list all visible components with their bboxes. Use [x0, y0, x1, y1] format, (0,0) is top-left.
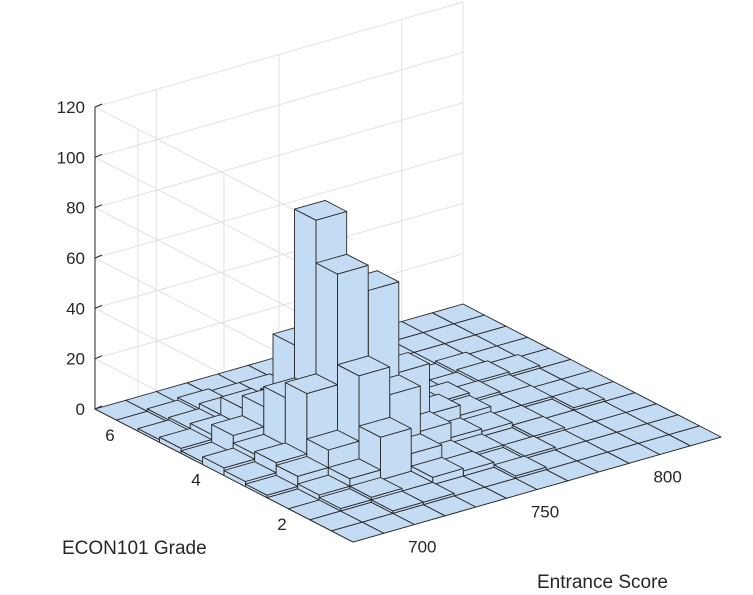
bar — [551, 387, 605, 411]
x-tick-label: 750 — [531, 503, 559, 522]
bar-top-face — [275, 456, 329, 477]
y-tick-label: 4 — [191, 471, 200, 490]
z-tick-mark — [94, 355, 103, 360]
bar-top-face — [337, 355, 391, 377]
bar-top-face — [159, 428, 213, 449]
bar-top-face — [318, 488, 372, 510]
bar — [370, 490, 424, 514]
bar — [511, 415, 565, 440]
y-tick-labels: 2 4 6 — [105, 426, 286, 534]
z-tick-mark — [94, 304, 103, 309]
bar-top-face — [245, 474, 299, 496]
bars-layer — [94, 199, 722, 543]
x-tick-label: 700 — [408, 538, 436, 557]
y-axis-label: ECON101 Grade — [62, 538, 207, 559]
bar-top-face — [306, 429, 360, 451]
bar-top-face — [202, 447, 256, 469]
x-axis-label: Entrance Score — [537, 572, 668, 593]
bar-top-face — [410, 456, 464, 478]
bar-top-face — [315, 253, 369, 275]
bar-top-face — [349, 477, 403, 498]
z-tick-mark — [94, 254, 103, 259]
bar-top-face — [456, 360, 510, 382]
bar — [318, 488, 372, 512]
bar — [493, 455, 547, 479]
z-tick-label: 0 — [76, 400, 85, 419]
bar-top-face — [331, 521, 385, 543]
z-tick-label: 80 — [66, 199, 85, 218]
bar-top-face — [358, 416, 412, 438]
z-tick-label: 40 — [66, 299, 85, 318]
bar-top-face — [223, 461, 277, 482]
z-tick-mark — [94, 204, 103, 209]
z-tick-label: 120 — [57, 98, 85, 117]
bar-top-face — [294, 199, 348, 221]
bar-top-face — [370, 490, 424, 512]
bar-top-face — [493, 455, 547, 477]
bar-top-face — [297, 474, 351, 496]
z-tick-mark — [94, 103, 103, 108]
z-tick-labels: 0 20 40 60 80 100 120 — [57, 98, 85, 419]
z-tick-label: 100 — [57, 148, 85, 167]
y-tick-label: 2 — [277, 515, 286, 534]
bar-top-face — [502, 435, 556, 457]
z-tick-label: 60 — [66, 249, 85, 268]
z-tick-label: 20 — [66, 350, 85, 369]
bar-top-face — [254, 442, 308, 464]
x-tick-label: 800 — [653, 468, 681, 487]
bar-top-face — [511, 415, 565, 437]
bar-top-face — [327, 458, 381, 480]
bar-top-face — [284, 373, 338, 395]
x-tick-labels: 700 750 800 — [408, 468, 682, 557]
y-tick-label: 6 — [105, 426, 114, 445]
bar — [331, 521, 385, 543]
bar-top-face — [211, 415, 265, 436]
z-tick-mark — [94, 153, 103, 158]
bar-top-face — [551, 387, 605, 409]
